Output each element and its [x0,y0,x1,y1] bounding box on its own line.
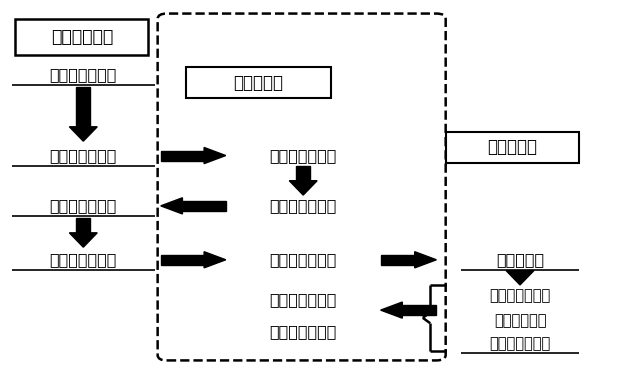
Text: （口座へ振込）: （口座へ振込） [489,336,551,351]
Text: 工事請負会社: 工事請負会社 [51,28,113,46]
Polygon shape [76,218,90,233]
Text: 受　　　　　理: 受 理 [269,292,337,307]
Text: 確　　　　　認: 確 認 [269,148,337,163]
Polygon shape [506,270,534,285]
Text: 工　事　開　始: 工 事 開 始 [49,67,117,82]
Text: 交付申請兼請求: 交付申請兼請求 [269,252,337,267]
Polygon shape [204,252,226,268]
Polygon shape [204,147,226,164]
Text: 補助金の交付: 補助金の交付 [494,314,546,328]
Polygon shape [381,302,402,318]
Text: 交付決定通知書: 交付決定通知書 [489,288,551,303]
Bar [446,132,579,163]
Text: 深　谷　市: 深 谷 市 [488,138,538,157]
Polygon shape [161,255,204,265]
Text: 領　収　書　等: 領 収 書 等 [49,252,117,267]
Polygon shape [415,252,436,268]
Polygon shape [182,201,226,211]
Text: 受　　　　　領: 受 領 [269,324,337,339]
Polygon shape [76,87,90,127]
Bar [15,19,148,55]
Bar [186,68,331,98]
Polygon shape [161,198,182,214]
Polygon shape [69,127,98,141]
Polygon shape [381,255,415,265]
Polygon shape [289,181,317,195]
Text: 受付・審査: 受付・審査 [496,252,544,267]
Polygon shape [402,305,436,315]
Polygon shape [69,233,98,247]
Text: 受　　　　　領: 受 領 [49,198,117,214]
Polygon shape [161,150,204,161]
Polygon shape [296,166,310,181]
Text: 申　請　者: 申 請 者 [233,74,283,92]
Text: 代　金　支　払: 代 金 支 払 [269,198,337,214]
Text: 工　事　完　了: 工 事 完 了 [49,148,117,163]
